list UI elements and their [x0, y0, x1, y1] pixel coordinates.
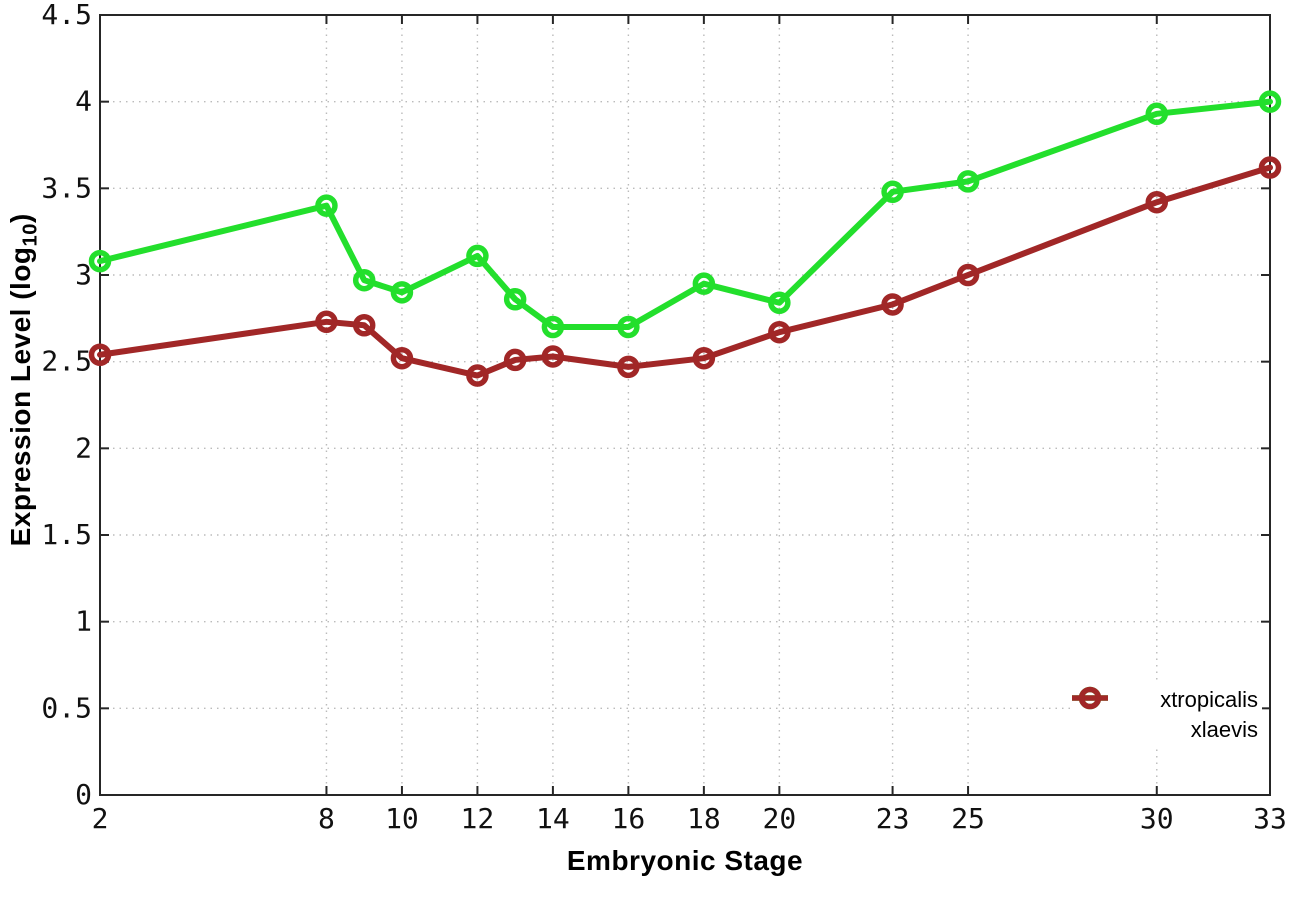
legend-row-xlaevis: xlaevis — [1072, 686, 1258, 745]
x-tick-label: 14 — [536, 802, 570, 835]
y-tick-label: 0.5 — [41, 691, 92, 724]
data-point-xlaevis — [541, 345, 565, 368]
y-axis-title-suffix: ) — [5, 213, 37, 224]
y-tick-label: 4.5 — [41, 0, 92, 31]
legend-row-xtropicalis: xtropicalis — [1072, 685, 1258, 715]
x-tick-label: 25 — [951, 802, 985, 835]
data-point-xtropicalis — [352, 268, 376, 292]
y-tick-label: 1 — [75, 605, 92, 638]
y-tick-label: 4 — [75, 85, 92, 118]
x-tick-label: 33 — [1253, 802, 1287, 835]
data-point-xtropicalis — [466, 244, 489, 268]
data-point-xtropicalis — [1258, 90, 1282, 113]
series-line-xtropicalis — [97, 98, 1273, 330]
legend-label-xlaevis: xlaevis — [1190, 717, 1258, 742]
x-axis-title: Embryonic Stage — [566, 845, 804, 876]
data-point-xtropicalis — [541, 315, 565, 339]
y-axis-title-text: Expression Level (log — [5, 246, 37, 547]
data-point-xlaevis — [352, 314, 376, 337]
data-point-xlaevis — [617, 355, 640, 379]
legend: xtropicalis xlaevis — [1070, 684, 1262, 746]
data-point-xlaevis — [315, 310, 338, 334]
series-line-xlaevis — [97, 164, 1273, 379]
x-tick-label: 10 — [385, 802, 419, 835]
data-point-xlaevis — [503, 348, 527, 372]
data-point-xtropicalis — [390, 281, 414, 304]
y-axis-title-subscript: 10 — [19, 223, 42, 247]
data-point-xlaevis — [466, 364, 489, 387]
data-point-xlaevis — [390, 346, 414, 370]
data-point-xlaevis — [768, 320, 791, 344]
x-tick-label: 30 — [1140, 802, 1174, 835]
x-tick-label: 2 — [92, 802, 109, 835]
data-point-xtropicalis — [1145, 102, 1169, 126]
data-point-xtropicalis — [768, 291, 791, 314]
x-tick-label: 23 — [876, 802, 910, 835]
y-tick-label: 1.5 — [41, 518, 92, 551]
x-tick-label: 18 — [687, 802, 721, 835]
data-point-xtropicalis — [88, 249, 112, 273]
x-tick-label: 16 — [612, 802, 646, 835]
data-point-xlaevis — [88, 343, 112, 366]
data-point-xlaevis — [1258, 156, 1282, 179]
data-point-xtropicalis — [881, 180, 904, 204]
x-tick-label: 20 — [762, 802, 796, 835]
y-tick-label: 3 — [75, 258, 92, 291]
y-tick-label: 3.5 — [41, 171, 92, 204]
y-tick-label: 2.5 — [41, 345, 92, 378]
y-tick-label: 2 — [75, 431, 92, 464]
data-point-xlaevis — [1145, 190, 1169, 214]
data-point-xlaevis — [692, 346, 716, 370]
legend-label-xtropicalis: xtropicalis — [1160, 687, 1258, 712]
x-tick-label: 12 — [461, 802, 495, 835]
data-point-xtropicalis — [315, 194, 338, 217]
data-point-xtropicalis — [692, 272, 716, 295]
y-tick-label: 0 — [75, 778, 92, 811]
data-point-xtropicalis — [617, 315, 640, 339]
x-tick-label: 8 — [318, 802, 335, 835]
data-point-xlaevis — [956, 263, 980, 287]
data-point-xtropicalis — [956, 170, 980, 193]
data-point-xlaevis — [881, 293, 904, 316]
data-point-xtropicalis — [503, 288, 527, 311]
legend-marker-xlaevis — [1072, 686, 1108, 710]
